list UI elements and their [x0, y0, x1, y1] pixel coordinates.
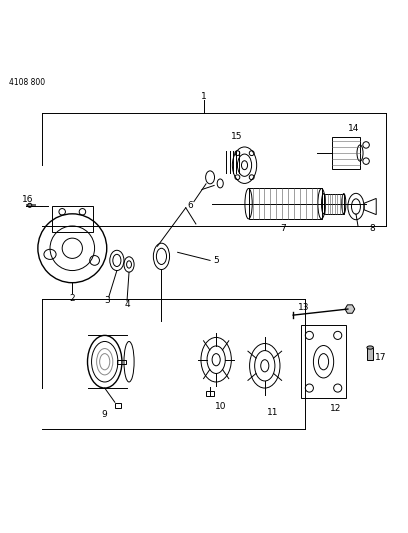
Text: 17: 17 [375, 353, 386, 362]
Text: 15: 15 [231, 132, 242, 141]
Text: 3: 3 [104, 296, 110, 305]
Text: 2: 2 [69, 294, 75, 303]
Text: 9: 9 [102, 410, 108, 419]
Bar [248, 189, 322, 219]
Text: 14: 14 [348, 124, 359, 133]
Text: 1: 1 [201, 92, 207, 101]
Bar [26, 204, 36, 206]
Text: 12: 12 [330, 404, 341, 413]
Text: 13: 13 [297, 303, 309, 311]
Bar [324, 193, 344, 214]
Text: 5: 5 [213, 256, 219, 265]
Text: 8: 8 [369, 224, 375, 233]
Ellipse shape [367, 346, 373, 349]
Text: 6: 6 [187, 201, 193, 210]
Text: 10: 10 [215, 402, 226, 411]
Text: 11: 11 [267, 408, 279, 417]
Text: 4108 800: 4108 800 [9, 78, 46, 87]
Bar [367, 348, 373, 360]
Text: 16: 16 [22, 195, 33, 204]
Bar [117, 360, 126, 364]
Text: 7: 7 [280, 223, 286, 232]
Bar [52, 206, 93, 232]
Bar [206, 391, 214, 396]
Circle shape [28, 203, 32, 207]
Polygon shape [345, 305, 355, 313]
Bar [115, 403, 121, 408]
Text: 4: 4 [124, 301, 130, 310]
Bar [301, 325, 346, 398]
Bar [332, 137, 360, 169]
